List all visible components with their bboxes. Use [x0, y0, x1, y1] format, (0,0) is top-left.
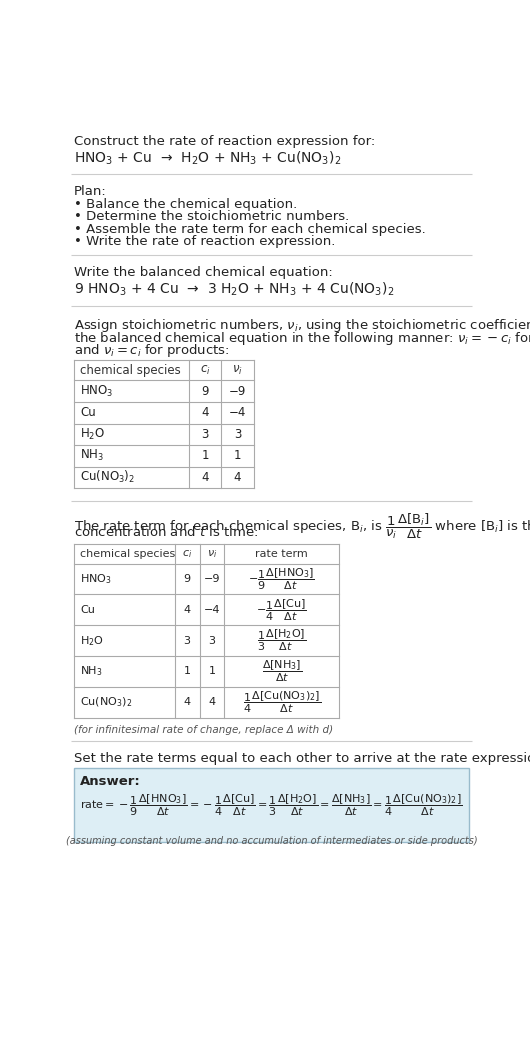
- Text: Cu: Cu: [80, 406, 96, 419]
- Text: 4: 4: [183, 698, 191, 707]
- Text: HNO$_3$ + Cu  →  H$_2$O + NH$_3$ + Cu(NO$_3$)$_2$: HNO$_3$ + Cu → H$_2$O + NH$_3$ + Cu(NO$_…: [74, 150, 341, 166]
- Text: $\mathrm{rate} = -\dfrac{1}{9}\dfrac{\Delta[\mathrm{HNO_3}]}{\Delta t} = -\dfrac: $\mathrm{rate} = -\dfrac{1}{9}\dfrac{\De…: [81, 793, 463, 818]
- Text: 3: 3: [201, 428, 209, 440]
- Text: −4: −4: [204, 605, 220, 615]
- Text: HNO$_3$: HNO$_3$: [80, 572, 112, 586]
- Text: 4: 4: [201, 406, 209, 419]
- Text: $-\dfrac{1}{4}\dfrac{\Delta[\mathrm{Cu}]}{\Delta t}$: $-\dfrac{1}{4}\dfrac{\Delta[\mathrm{Cu}]…: [256, 597, 307, 622]
- Text: • Assemble the rate term for each chemical species.: • Assemble the rate term for each chemic…: [74, 223, 426, 235]
- Text: concentration and $t$ is time:: concentration and $t$ is time:: [74, 525, 258, 539]
- Text: 3: 3: [234, 428, 241, 440]
- Text: $\dfrac{\Delta[\mathrm{NH_3}]}{\Delta t}$: $\dfrac{\Delta[\mathrm{NH_3}]}{\Delta t}…: [261, 659, 302, 684]
- FancyBboxPatch shape: [74, 769, 469, 842]
- Text: 9: 9: [201, 385, 209, 397]
- Text: $c_i$: $c_i$: [200, 364, 210, 377]
- Text: Assign stoichiometric numbers, $\nu_i$, using the stoichiometric coefficients, $: Assign stoichiometric numbers, $\nu_i$, …: [74, 317, 530, 335]
- Text: 9 HNO$_3$ + 4 Cu  →  3 H$_2$O + NH$_3$ + 4 Cu(NO$_3$)$_2$: 9 HNO$_3$ + 4 Cu → 3 H$_2$O + NH$_3$ + 4…: [74, 280, 394, 298]
- Text: $-\dfrac{1}{9}\dfrac{\Delta[\mathrm{HNO_3}]}{\Delta t}$: $-\dfrac{1}{9}\dfrac{\Delta[\mathrm{HNO_…: [248, 566, 315, 592]
- Text: 4: 4: [234, 471, 241, 484]
- Text: Construct the rate of reaction expression for:: Construct the rate of reaction expressio…: [74, 135, 375, 147]
- Text: Answer:: Answer:: [80, 775, 141, 788]
- Text: 1: 1: [234, 450, 241, 462]
- Text: • Write the rate of reaction expression.: • Write the rate of reaction expression.: [74, 235, 335, 248]
- Text: $\dfrac{1}{4}\dfrac{\Delta[\mathrm{Cu(NO_3)_2}]}{\Delta t}$: $\dfrac{1}{4}\dfrac{\Delta[\mathrm{Cu(NO…: [243, 689, 321, 715]
- Text: rate term: rate term: [255, 549, 308, 559]
- Text: $\nu_i$: $\nu_i$: [232, 364, 243, 377]
- Text: NH$_3$: NH$_3$: [80, 664, 103, 679]
- Text: (for infinitesimal rate of change, replace Δ with d): (for infinitesimal rate of change, repla…: [74, 725, 333, 735]
- Text: $\nu_i$: $\nu_i$: [207, 548, 217, 560]
- Text: (assuming constant volume and no accumulation of intermediates or side products): (assuming constant volume and no accumul…: [66, 836, 478, 846]
- Text: 4: 4: [183, 605, 191, 615]
- Text: H$_2$O: H$_2$O: [80, 427, 105, 441]
- Text: 1: 1: [184, 666, 191, 677]
- Text: Set the rate terms equal to each other to arrive at the rate expression:: Set the rate terms equal to each other t…: [74, 751, 530, 765]
- Text: HNO$_3$: HNO$_3$: [80, 384, 114, 399]
- Text: chemical species: chemical species: [80, 549, 175, 559]
- Text: 9: 9: [183, 574, 191, 584]
- Text: and $\nu_i = c_i$ for products:: and $\nu_i = c_i$ for products:: [74, 342, 229, 359]
- Text: The rate term for each chemical species, B$_i$, is $\dfrac{1}{\nu_i}\dfrac{\Delt: The rate term for each chemical species,…: [74, 511, 530, 541]
- Text: • Determine the stoichiometric numbers.: • Determine the stoichiometric numbers.: [74, 210, 349, 223]
- Text: Cu(NO$_3$)$_2$: Cu(NO$_3$)$_2$: [80, 470, 135, 485]
- Text: the balanced chemical equation in the following manner: $\nu_i = -c_i$ for react: the balanced chemical equation in the fo…: [74, 329, 530, 346]
- Text: −4: −4: [229, 406, 246, 419]
- Text: chemical species: chemical species: [80, 364, 181, 377]
- Text: NH$_3$: NH$_3$: [80, 449, 104, 463]
- Text: 3: 3: [184, 636, 191, 645]
- Text: H$_2$O: H$_2$O: [80, 634, 104, 647]
- Text: $\dfrac{1}{3}\dfrac{\Delta[\mathrm{H_2O}]}{\Delta t}$: $\dfrac{1}{3}\dfrac{\Delta[\mathrm{H_2O}…: [257, 628, 306, 654]
- Bar: [74, 544, 339, 718]
- Text: 4: 4: [201, 471, 209, 484]
- Text: 1: 1: [208, 666, 216, 677]
- Text: −9: −9: [204, 574, 220, 584]
- Text: 3: 3: [208, 636, 216, 645]
- Text: Write the balanced chemical equation:: Write the balanced chemical equation:: [74, 266, 333, 278]
- Text: 1: 1: [201, 450, 209, 462]
- Text: −9: −9: [229, 385, 246, 397]
- Text: • Balance the chemical equation.: • Balance the chemical equation.: [74, 198, 297, 211]
- Text: $c_i$: $c_i$: [182, 548, 192, 560]
- Text: Plan:: Plan:: [74, 185, 107, 198]
- Text: Cu(NO$_3$)$_2$: Cu(NO$_3$)$_2$: [80, 696, 132, 709]
- Text: Cu: Cu: [80, 605, 95, 615]
- Bar: [74, 361, 254, 488]
- Text: 4: 4: [208, 698, 216, 707]
